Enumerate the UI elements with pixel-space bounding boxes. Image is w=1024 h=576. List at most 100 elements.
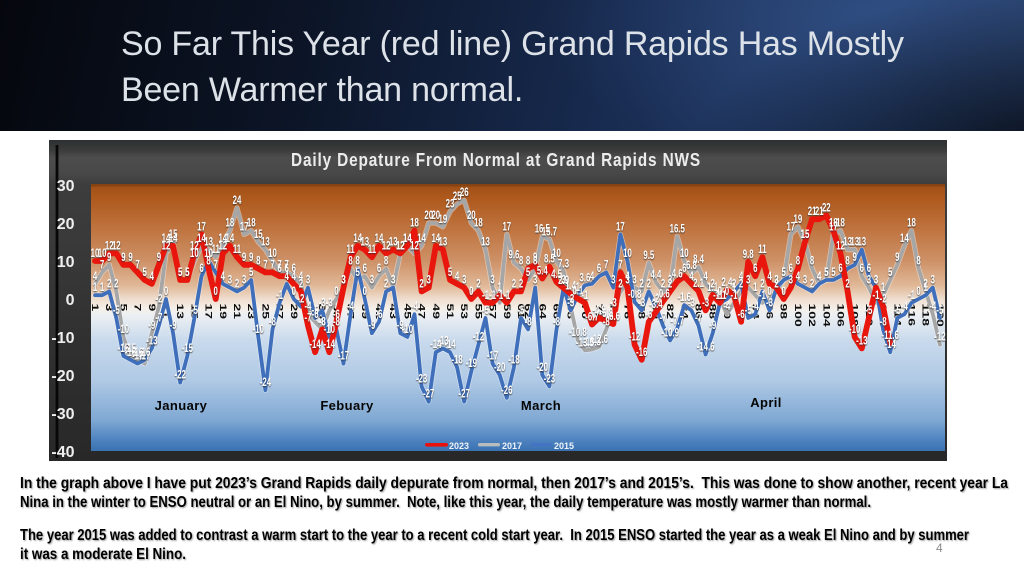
svg-text:-17: -17 [338,350,350,363]
svg-text:3: 3 [746,274,751,287]
svg-text:-6: -6 [312,308,319,321]
svg-text:10: 10 [91,248,100,261]
svg-text:2017: 2017 [502,441,522,451]
svg-text:-5.8: -5.8 [599,308,613,321]
svg-text:-1.6: -1.6 [678,292,692,305]
svg-text:11: 11 [233,244,242,257]
svg-text:13: 13 [389,236,398,249]
svg-text:-10.9: -10.9 [661,327,679,340]
svg-text:-1: -1 [581,289,588,302]
svg-text:17: 17 [616,221,625,234]
svg-text:14: 14 [417,232,426,245]
svg-text:-16: -16 [636,346,648,359]
svg-text:-2: -2 [567,293,574,306]
svg-text:9.6: 9.6 [508,249,519,262]
svg-text:10: 10 [98,248,107,261]
svg-text:-5: -5 [865,305,872,318]
svg-text:-7: -7 [660,312,667,325]
svg-text:9: 9 [146,304,157,312]
svg-text:-1: -1 [716,289,723,302]
svg-text:-12: -12 [934,331,946,344]
svg-text:-15: -15 [182,343,194,356]
svg-text:6: 6 [838,263,843,276]
svg-text:53: 53 [459,304,470,320]
svg-text:8.5: 8.5 [544,253,555,266]
svg-text:6: 6 [277,263,282,276]
svg-text:5.4: 5.4 [537,265,548,278]
svg-text:0: 0 [767,286,772,299]
svg-text:5: 5 [824,267,829,280]
svg-text:5: 5 [249,267,254,280]
svg-text:-1: -1 [496,289,503,302]
svg-text:-6: -6 [645,308,652,321]
svg-text:-5: -5 [113,305,120,318]
svg-text:1: 1 [881,282,886,295]
svg-text:3: 3 [462,274,467,287]
svg-text:-1: -1 [873,289,880,302]
svg-text:-0.6: -0.6 [656,288,670,301]
svg-text:-4: -4 [347,301,354,314]
svg-text:-4: -4 [901,301,908,314]
svg-text:17: 17 [786,221,795,234]
svg-text:-4: -4 [752,301,759,314]
svg-text:7.3: 7.3 [558,258,569,271]
svg-text:3: 3 [874,274,879,287]
svg-text:-3: -3 [610,297,617,310]
svg-text:14: 14 [375,232,384,245]
svg-text:-10: -10 [402,324,414,337]
svg-text:9: 9 [533,251,538,264]
svg-text:15: 15 [801,229,810,242]
svg-text:3: 3 [306,274,311,287]
svg-text:-8: -8 [603,316,610,329]
svg-text:9: 9 [121,251,126,264]
svg-text:17: 17 [197,221,206,234]
svg-text:18: 18 [836,217,845,230]
svg-text:118: 118 [920,304,931,327]
svg-text:-2: -2 [652,293,659,306]
svg-text:-6: -6 [376,308,383,321]
svg-text:2: 2 [810,278,815,291]
svg-text:12: 12 [112,240,121,253]
svg-text:9: 9 [107,251,112,264]
svg-text:-1: -1 [759,289,766,302]
svg-text:45: 45 [402,304,413,320]
svg-text:102: 102 [807,304,818,328]
svg-text:25: 25 [453,191,462,204]
svg-text:-13: -13 [437,335,449,348]
svg-text:17: 17 [502,221,511,234]
svg-text:-8: -8 [269,316,276,329]
svg-text:-9: -9 [709,320,716,333]
svg-text:March: March [521,398,561,413]
svg-text:3: 3 [867,274,872,287]
svg-text:18: 18 [410,217,419,230]
svg-text:-12: -12 [473,331,485,344]
svg-text:-7.7: -7.7 [670,315,684,328]
svg-text:5: 5 [143,267,148,280]
svg-text:20: 20 [467,210,476,223]
svg-text:55: 55 [473,304,484,320]
svg-text:2.1: 2.1 [693,278,704,291]
svg-text:108: 108 [849,304,860,328]
svg-text:14: 14 [197,232,206,245]
svg-text:-9: -9 [397,320,404,333]
svg-text:2: 2 [711,278,716,291]
svg-text:14: 14 [431,232,440,245]
svg-text:3: 3 [533,274,538,287]
svg-text:8: 8 [356,255,361,268]
svg-text:-22: -22 [175,369,187,382]
svg-text:1: 1 [90,304,101,312]
svg-text:2: 2 [384,278,389,291]
svg-text:9.8: 9.8 [743,248,754,261]
svg-text:-10: -10 [51,330,74,347]
svg-text:7: 7 [132,304,143,312]
svg-text:106: 106 [835,304,846,328]
svg-text:17: 17 [240,221,249,234]
svg-text:9: 9 [895,251,900,264]
svg-text:-13.5: -13.5 [576,337,594,350]
svg-text:Febuary: Febuary [320,398,374,413]
svg-text:4: 4 [93,270,98,283]
svg-text:-8: -8 [319,316,326,329]
svg-text:-18: -18 [451,354,463,367]
svg-text:14: 14 [226,232,235,245]
svg-text:5: 5 [185,267,190,280]
